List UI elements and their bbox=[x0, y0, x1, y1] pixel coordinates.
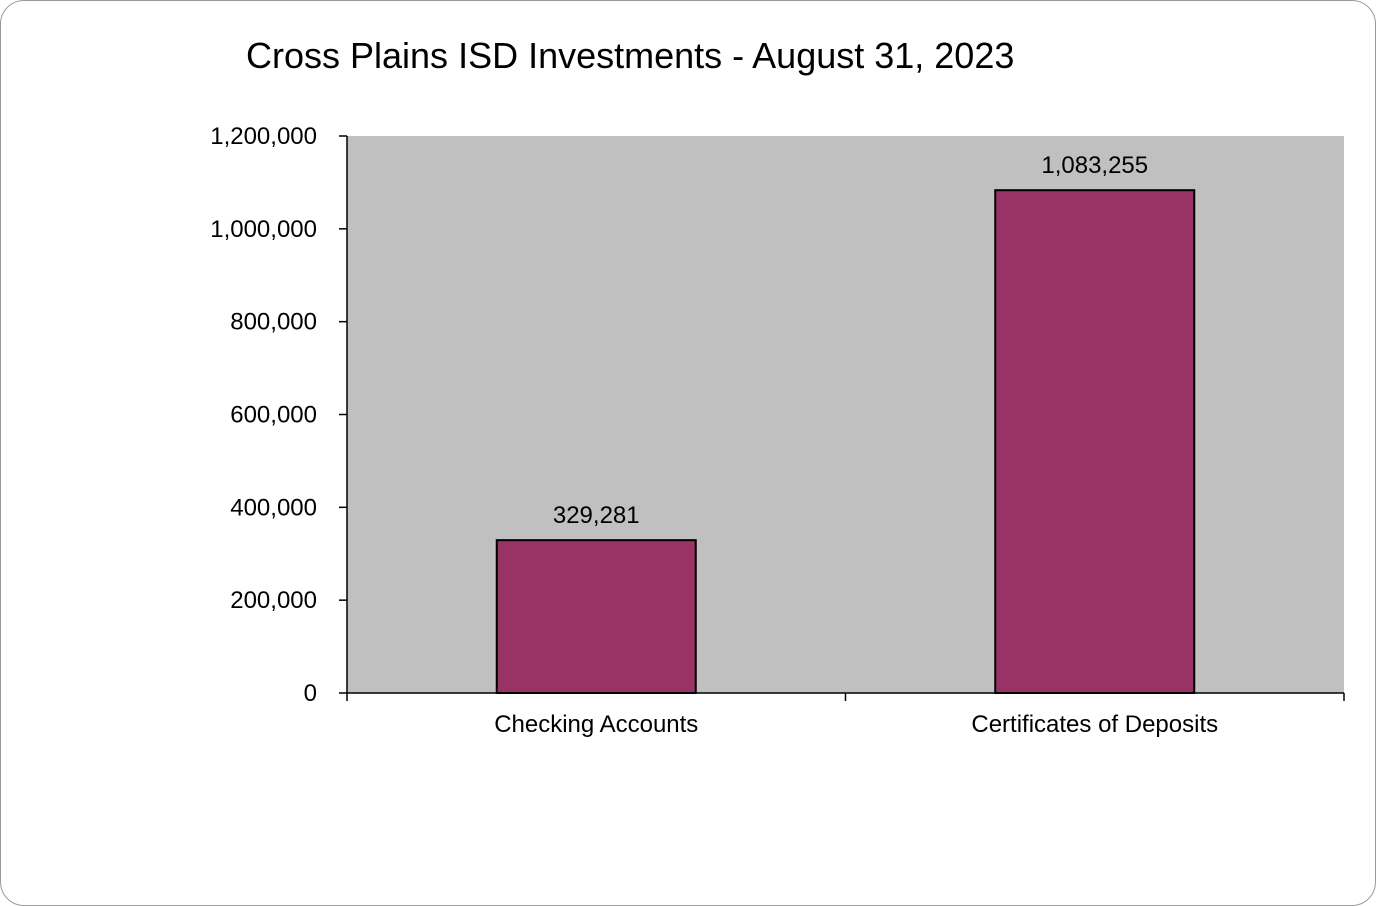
y-tick-label-3: 600,000 bbox=[230, 402, 317, 429]
data-label-0: 329,281 bbox=[553, 502, 640, 529]
bar-1 bbox=[994, 189, 1196, 694]
y-tick-label-0: 0 bbox=[304, 680, 317, 707]
y-tick-label-1: 200,000 bbox=[230, 587, 317, 614]
labels-layer: 329,281 Checking Accounts 1,083,255 Certifi… bbox=[210, 123, 1218, 738]
y-tick-label-4: 800,000 bbox=[230, 309, 317, 336]
y-tick-label-6: 1,200,000 bbox=[210, 123, 317, 150]
bars-layer bbox=[495, 189, 1196, 695]
y-tick-label-5: 1,000,000 bbox=[210, 216, 317, 243]
axes-layer bbox=[339, 135, 1345, 701]
data-label-1: 1,083,255 bbox=[1041, 152, 1148, 179]
x-tick-label-0: Checking Accounts bbox=[494, 711, 698, 738]
bar-0 bbox=[495, 539, 697, 695]
x-tick-label-1: Certificates of Deposits bbox=[971, 711, 1218, 738]
chart-title: Cross Plains ISD Investments - August 31… bbox=[246, 35, 1015, 76]
y-tick-label-2: 400,000 bbox=[230, 494, 317, 521]
